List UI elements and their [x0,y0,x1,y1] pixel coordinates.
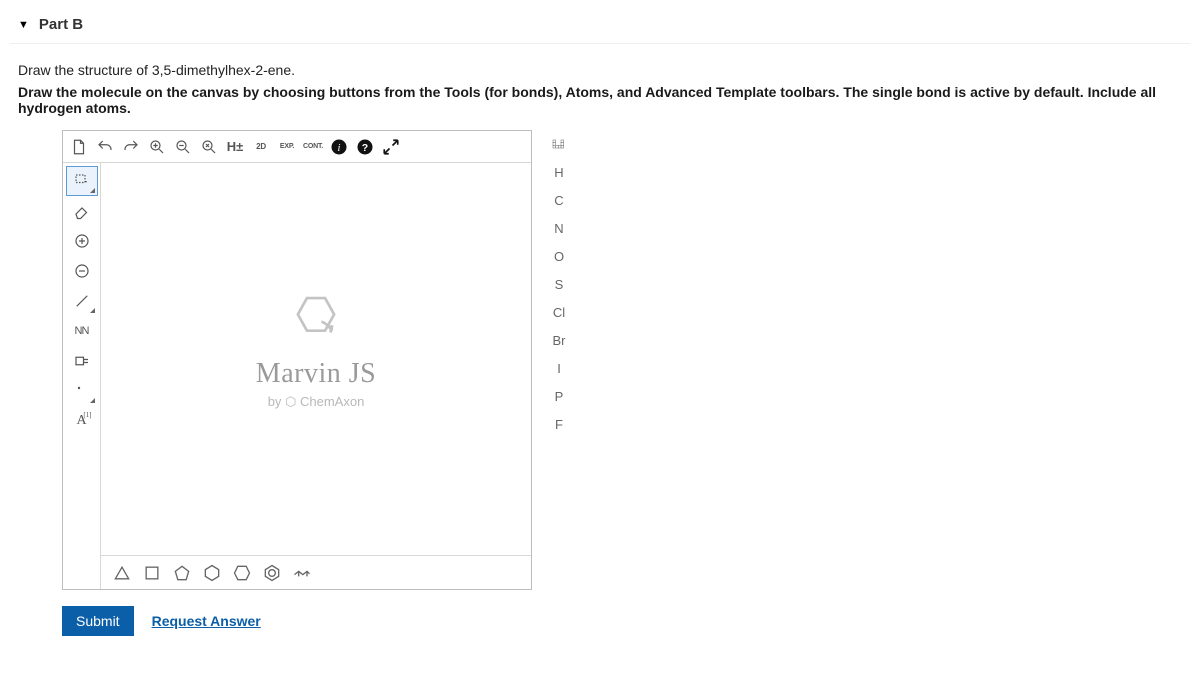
benzene-template-icon[interactable] [261,562,283,584]
undo-icon[interactable] [93,135,117,159]
drawing-canvas[interactable]: Marvin JS by ⬡ ChemAxon [101,163,531,555]
square-template-icon[interactable] [141,562,163,584]
hydrogen-toggle-button[interactable]: H± [223,135,247,159]
prompt-line-2: Draw the molecule on the canvas by choos… [10,84,1190,130]
svg-text:?: ? [362,141,368,153]
marvin-brand-name: Marvin JS [256,358,376,390]
part-title: Part B [39,16,83,33]
left-toolbar: NN A [1] [63,163,101,589]
canvas-placeholder: Marvin JS by ⬡ ChemAxon [256,289,376,410]
atom-o-button[interactable]: O [542,242,576,270]
clean-2d-button[interactable]: 2D [249,135,273,159]
help-icon[interactable]: ? [353,135,377,159]
marvin-byline: by ⬡ ChemAxon [256,394,376,410]
atom-p-button[interactable]: P [542,382,576,410]
atom-f-button[interactable]: F [542,410,576,438]
pentagon-template-icon[interactable] [171,562,193,584]
action-row: Submit Request Answer [10,590,1190,636]
prompt-line-1: Draw the structure of 3,5-dimethylhex-2-… [10,62,1190,84]
atom-panel: H C N O S Cl Br I P F [542,130,576,438]
single-bond-tool[interactable] [67,287,97,315]
chair-template-icon[interactable] [291,562,313,584]
atom-n-button[interactable]: N [542,214,576,242]
chain-tool[interactable]: NN [67,317,97,345]
hexagon2-template-icon[interactable] [231,562,253,584]
zoom-fit-icon[interactable] [197,135,221,159]
radical-tool[interactable] [67,377,97,405]
atom-br-button[interactable]: Br [542,326,576,354]
zoom-in-icon[interactable] [145,135,169,159]
selection-tool[interactable] [67,167,97,195]
svg-text:i: i [338,142,341,153]
contract-button[interactable]: CONT. [301,135,325,159]
hexagon-template-icon[interactable] [201,562,223,584]
atom-query-tool[interactable]: A [1] [67,407,97,435]
collapse-caret-icon[interactable]: ▼ [18,19,29,31]
atom-h-button[interactable]: H [542,158,576,186]
part-header: ▼ Part B [10,10,1190,44]
expand-button[interactable]: EXP. [275,135,299,159]
template-tool[interactable] [67,347,97,375]
marvin-editor: H± 2D EXP. CONT. i ? [62,130,532,590]
new-document-icon[interactable] [67,135,91,159]
charge-minus-tool[interactable] [67,257,97,285]
atom-s-button[interactable]: S [542,270,576,298]
top-toolbar: H± 2D EXP. CONT. i ? [63,131,531,163]
triangle-template-icon[interactable] [111,562,133,584]
atom-i-button[interactable]: I [542,354,576,382]
zoom-out-icon[interactable] [171,135,195,159]
info-icon[interactable]: i [327,135,351,159]
submit-button[interactable]: Submit [62,606,134,636]
atom-c-button[interactable]: C [542,186,576,214]
atom-cl-button[interactable]: Cl [542,298,576,326]
request-answer-link[interactable]: Request Answer [152,613,261,629]
periodic-table-icon[interactable] [542,130,576,158]
redo-icon[interactable] [119,135,143,159]
fullscreen-icon[interactable] [379,135,403,159]
eraser-tool[interactable] [67,197,97,225]
charge-plus-tool[interactable] [67,227,97,255]
bottom-toolbar [101,555,531,589]
marvin-logo-icon [256,289,376,350]
